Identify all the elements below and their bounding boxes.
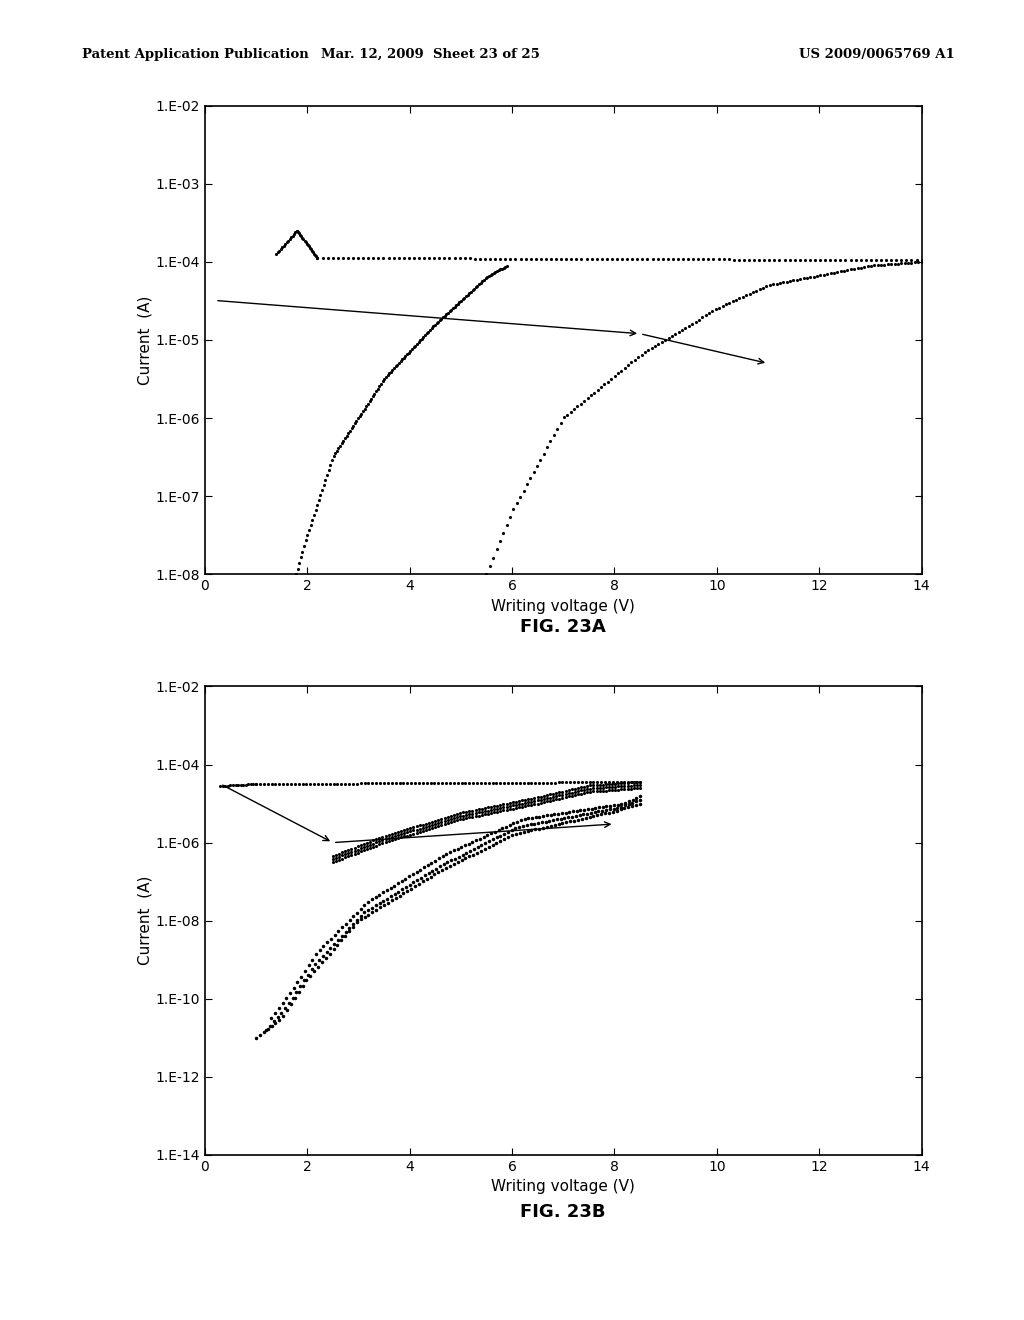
Y-axis label: Current  (A): Current (A): [137, 296, 153, 384]
Y-axis label: Current  (A): Current (A): [137, 876, 153, 965]
Text: Mar. 12, 2009  Sheet 23 of 25: Mar. 12, 2009 Sheet 23 of 25: [321, 48, 540, 61]
Text: Patent Application Publication: Patent Application Publication: [82, 48, 308, 61]
Text: US 2009/0065769 A1: US 2009/0065769 A1: [799, 48, 954, 61]
X-axis label: Writing voltage (V): Writing voltage (V): [492, 598, 635, 614]
X-axis label: Writing voltage (V): Writing voltage (V): [492, 1179, 635, 1195]
Text: FIG. 23A: FIG. 23A: [520, 618, 606, 636]
Text: FIG. 23B: FIG. 23B: [520, 1203, 606, 1221]
